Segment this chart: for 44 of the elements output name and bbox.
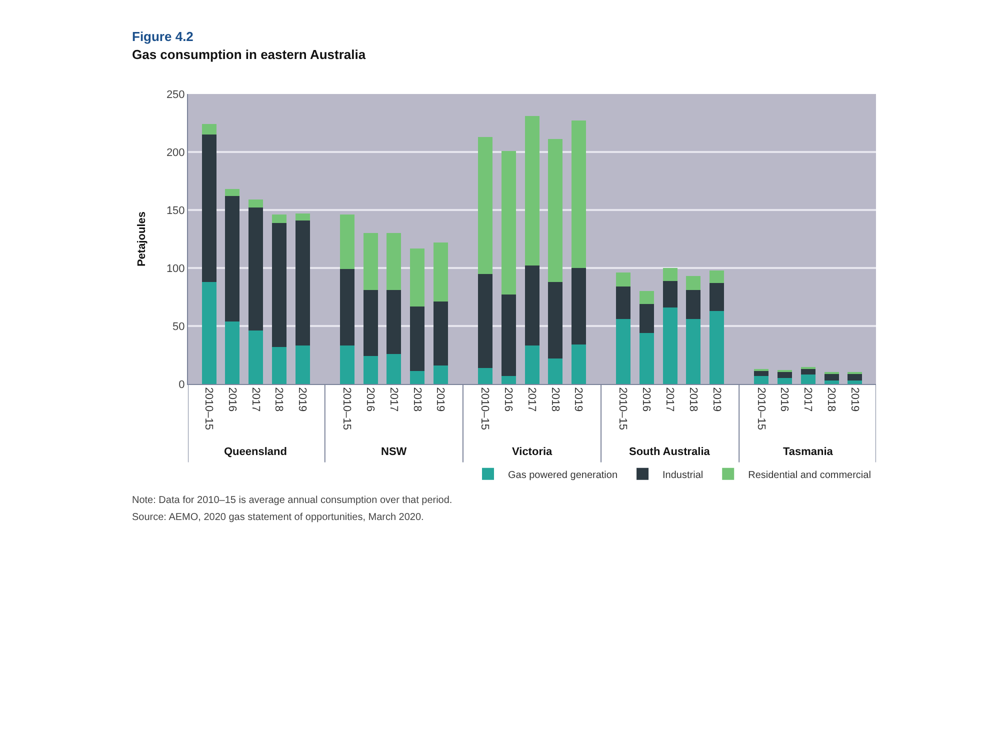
text: Note: Data for 2010–15 is average annual consumption over that period. (132, 495, 452, 506)
x-tick-label: 2018 (272, 387, 285, 412)
x-tick-label: 2016 (778, 387, 790, 412)
chart-title: Figure 4.2 (132, 29, 194, 44)
legend-label: Residential and commercial (748, 470, 871, 481)
chart-subtitle: Gas consumption in eastern Australia (132, 47, 366, 62)
x-tick-label: 2019 (296, 387, 308, 412)
text: South Australia (629, 446, 711, 458)
y-tick-label: 250 (166, 88, 185, 101)
x-tick-label: 2010–15 (754, 387, 767, 430)
x-tick-label: 2019 (848, 387, 860, 412)
source-note: Source: AEMO, 2020 gas statement of opportunities, March 2020. (132, 512, 424, 523)
x-tick-label: 2018 (548, 387, 561, 412)
y-tick-label: 0 (178, 378, 185, 391)
x-tick-label: 2016 (640, 387, 652, 412)
y-axis-title: Petajoules (136, 211, 148, 267)
legend-label: Gas powered generation (508, 470, 618, 481)
text: NSW (381, 446, 408, 458)
x-tick-label: 2018 (410, 387, 423, 412)
x-tick-label: 2017 (663, 387, 676, 412)
x-tick-label: 2016 (502, 387, 514, 412)
x-tick-label: 2018 (686, 387, 699, 412)
y-tick-label: 150 (166, 204, 185, 217)
x-tick-label: 2017 (802, 387, 814, 412)
x-tick-label: 2017 (387, 387, 400, 412)
y-tick-label: 100 (166, 262, 185, 275)
legend-label: Industrial (662, 470, 704, 481)
x-tick-label: 2019 (710, 387, 722, 412)
x-tick-label: 2019 (434, 387, 446, 412)
x-tick-label: 2017 (249, 387, 262, 412)
x-tick-label: 2016 (364, 387, 376, 412)
x-tick-label: 2016 (226, 387, 238, 412)
text: Queensland (224, 446, 287, 458)
x-tick-label: 2010–15 (478, 387, 491, 430)
x-tick-label: 2010–15 (340, 387, 353, 430)
x-tick-label: 2018 (824, 387, 837, 412)
x-tick-label: 2019 (572, 387, 584, 412)
x-tick-label: 2010–15 (202, 387, 214, 430)
text: Tasmania (783, 446, 834, 458)
text: Victoria (512, 446, 554, 458)
x-tick-label: 2017 (525, 387, 538, 412)
y-tick-label: 200 (166, 146, 185, 159)
y-tick-label: 50 (172, 320, 185, 333)
x-tick-label: 2010–15 (616, 387, 629, 430)
